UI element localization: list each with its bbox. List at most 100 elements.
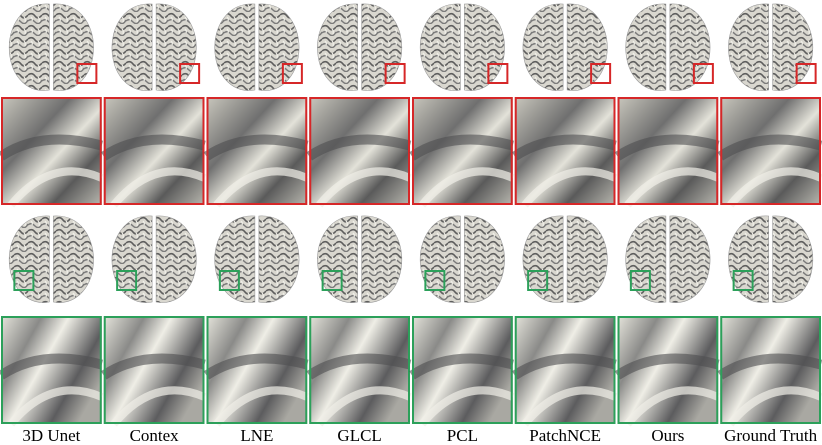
brain-hemisphere xyxy=(214,215,256,303)
zoom-border xyxy=(309,97,410,205)
brain-hemisphere xyxy=(669,215,711,303)
zoom-border xyxy=(103,316,205,424)
brain-hemisphere xyxy=(8,3,50,91)
zoom-panel xyxy=(0,97,104,208)
brain-hemisphere xyxy=(155,3,197,91)
brain-hemisphere xyxy=(772,3,814,91)
brain-hemisphere xyxy=(214,3,256,91)
zoom-fold xyxy=(0,134,104,161)
zoom-fold xyxy=(727,167,822,208)
zoom-panel xyxy=(0,316,104,427)
column-label: PCL xyxy=(447,426,478,445)
roi-box xyxy=(795,63,817,84)
zoom-panel xyxy=(511,316,618,427)
zoom-fold xyxy=(614,353,720,380)
brain-hemisphere xyxy=(522,215,564,303)
zoom-fold xyxy=(7,167,104,208)
brain-render xyxy=(8,3,98,91)
zoom-panel xyxy=(100,97,207,208)
brain-hemisphere xyxy=(566,3,608,91)
zoom-fold xyxy=(203,353,309,380)
brain-hemisphere xyxy=(772,215,814,303)
brain-render xyxy=(8,215,94,303)
zoom-fold xyxy=(614,134,720,161)
zoom-fold xyxy=(624,386,720,427)
roi-box xyxy=(424,270,446,291)
zoom-fold xyxy=(727,386,822,427)
brain-hemisphere xyxy=(258,215,300,303)
zoom-border xyxy=(412,316,513,424)
zoom-border xyxy=(1,97,102,205)
roi-box xyxy=(116,270,138,291)
zoom-border xyxy=(1,316,102,424)
zoom-border xyxy=(206,316,308,424)
zoom-border xyxy=(206,97,308,205)
zoom-panel xyxy=(614,316,720,427)
roi-box xyxy=(487,63,509,84)
zoom-panel xyxy=(100,316,207,427)
zoom-border xyxy=(514,316,616,424)
column-label: Ground Truth xyxy=(724,426,818,445)
zoom-fold xyxy=(316,167,412,208)
zoom-panel xyxy=(614,97,720,208)
brain-hemisphere xyxy=(361,215,403,303)
column-label: Contex xyxy=(130,426,180,445)
brain-render xyxy=(625,3,714,91)
zoom-fold xyxy=(7,386,104,427)
zoom-panel xyxy=(409,97,515,208)
zoom-border xyxy=(617,316,719,424)
brain-hemisphere xyxy=(258,3,300,91)
brain-render xyxy=(111,215,197,303)
brain-hemisphere xyxy=(728,3,769,91)
zoom-fold xyxy=(511,353,617,380)
zoom-border xyxy=(514,97,616,205)
brain-hemisphere xyxy=(155,215,197,303)
brain-hemisphere xyxy=(669,3,711,91)
roi-box xyxy=(692,63,714,84)
brain-hemisphere xyxy=(464,3,505,91)
brain-hemisphere xyxy=(464,215,505,303)
zoom-panel xyxy=(306,316,412,427)
zoom-border xyxy=(309,316,410,424)
roi-box xyxy=(218,270,240,291)
zoom-panel xyxy=(511,97,618,208)
zoom-fold xyxy=(418,167,515,208)
zoom-fold xyxy=(203,134,309,161)
column-label: GLCL xyxy=(337,426,381,445)
brain-render xyxy=(728,215,814,303)
zoom-border xyxy=(720,97,821,205)
zoom-panel xyxy=(717,97,822,208)
roi-box xyxy=(590,63,612,84)
zoom-fold xyxy=(110,167,207,208)
zoom-fold xyxy=(409,134,515,161)
brain-render xyxy=(419,3,509,91)
brain-hemisphere xyxy=(419,3,461,91)
brain-render xyxy=(522,3,612,91)
zoom-fold xyxy=(717,353,822,380)
brain-render xyxy=(522,215,608,303)
brain-hemisphere xyxy=(53,215,94,303)
brain-hemisphere xyxy=(522,3,564,91)
brain-render xyxy=(317,215,403,303)
roi-box xyxy=(321,270,343,291)
brain-render xyxy=(419,215,505,303)
zoom-panel xyxy=(717,316,822,427)
zoom-panel xyxy=(203,316,309,427)
column-label: PatchNCE xyxy=(529,426,601,445)
zoom-fold xyxy=(409,353,515,380)
brain-hemisphere xyxy=(317,3,358,91)
zoom-fold xyxy=(306,353,412,380)
zoom-border xyxy=(617,97,719,205)
zoom-panel xyxy=(203,97,309,208)
brain-render xyxy=(317,3,406,91)
roi-box xyxy=(13,270,35,291)
brain-hemisphere xyxy=(728,215,769,303)
brain-render xyxy=(111,3,201,91)
brain-render xyxy=(214,215,300,303)
brain-render xyxy=(625,215,711,303)
zoom-fold xyxy=(213,386,309,427)
zoom-fold xyxy=(717,134,822,161)
brain-hemisphere xyxy=(566,215,608,303)
brain-hemisphere xyxy=(625,215,667,303)
